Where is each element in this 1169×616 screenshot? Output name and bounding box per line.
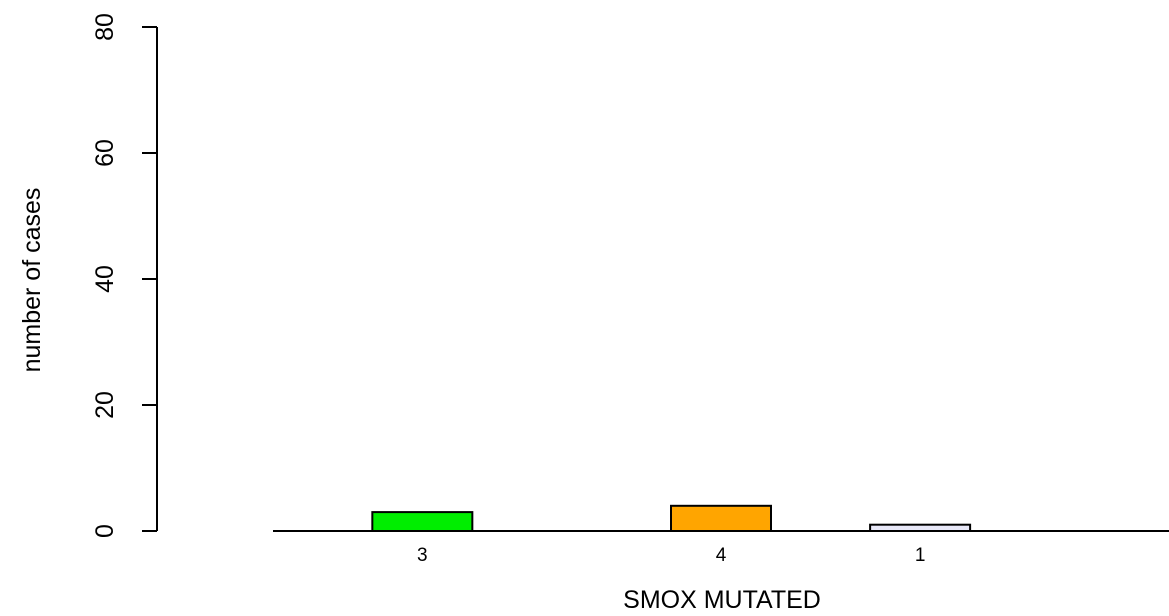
bar-labels: 3 4 1 [417,545,925,566]
bars [371,504,972,533]
bar-4 [670,504,772,532]
y-tick-label-3: 60 [91,139,119,167]
bar-3 [371,511,474,532]
y-axis: 0 20 40 60 80 [91,13,158,538]
y-axis-title: number of cases [18,188,46,373]
bar-1 [869,523,972,533]
bar-label-0: 3 [417,545,428,566]
y-tick-label-1: 20 [91,391,119,419]
y-tick-label-2: 40 [91,265,119,293]
y-tick-label-0: 0 [91,524,119,538]
bar-label-2: 1 [915,545,926,566]
x-axis-title: SMOX MUTATED [623,586,821,614]
bar-label-1: 4 [716,545,727,566]
y-tick-label-4: 80 [91,13,119,41]
